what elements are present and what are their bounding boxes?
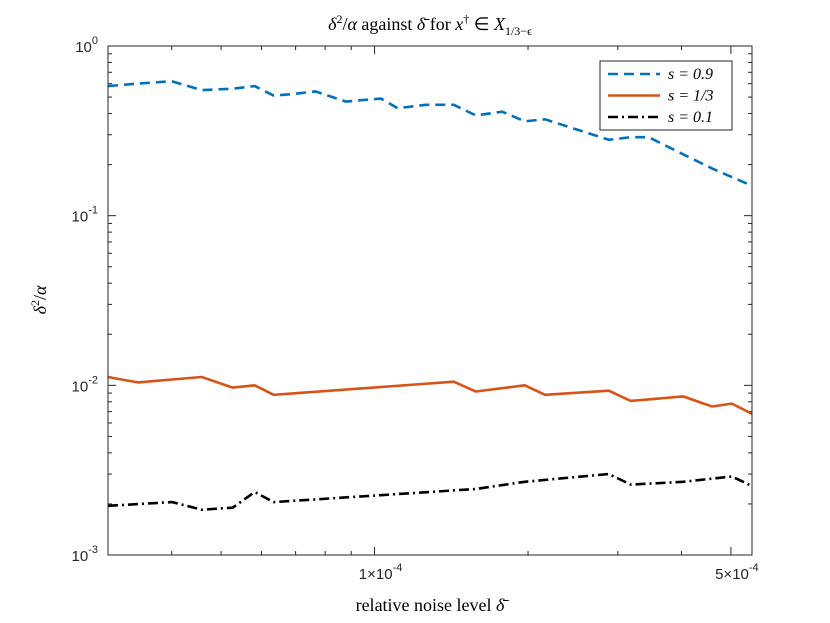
legend-label-2: s = 1/3	[668, 88, 713, 105]
x-axis-label: relative noise level δ̄	[356, 595, 510, 615]
x-tick-label: 5×10-4	[715, 562, 759, 583]
axes-box	[107, 45, 753, 556]
chart-title: δ2/α against δ̄ for x† ∈ X1/3−ϵ	[328, 12, 532, 38]
plot-area	[108, 46, 752, 555]
legend-label-3: s = 0.1	[668, 109, 713, 126]
series-line-1	[107, 79, 753, 187]
y-tick-label: 100	[75, 35, 98, 56]
series-line-2	[107, 375, 753, 415]
legend: s = 0.9 s = 1/3 s = 0.1	[599, 60, 733, 131]
y-axis-label: δ2/α	[28, 285, 50, 314]
x-tick-label: 1×10-4	[359, 562, 403, 583]
series-line-3	[107, 472, 753, 512]
y-tick-label: 10-1	[72, 205, 98, 226]
axis-ticks: 100 10-1 10-2 10-3 1×10-4 5×10-4	[72, 35, 759, 583]
series-lines	[107, 79, 753, 512]
y-tick-label: 10-3	[72, 544, 98, 565]
legend-label-1: s = 0.9	[668, 66, 713, 83]
y-tick-label: 10-2	[72, 374, 98, 395]
